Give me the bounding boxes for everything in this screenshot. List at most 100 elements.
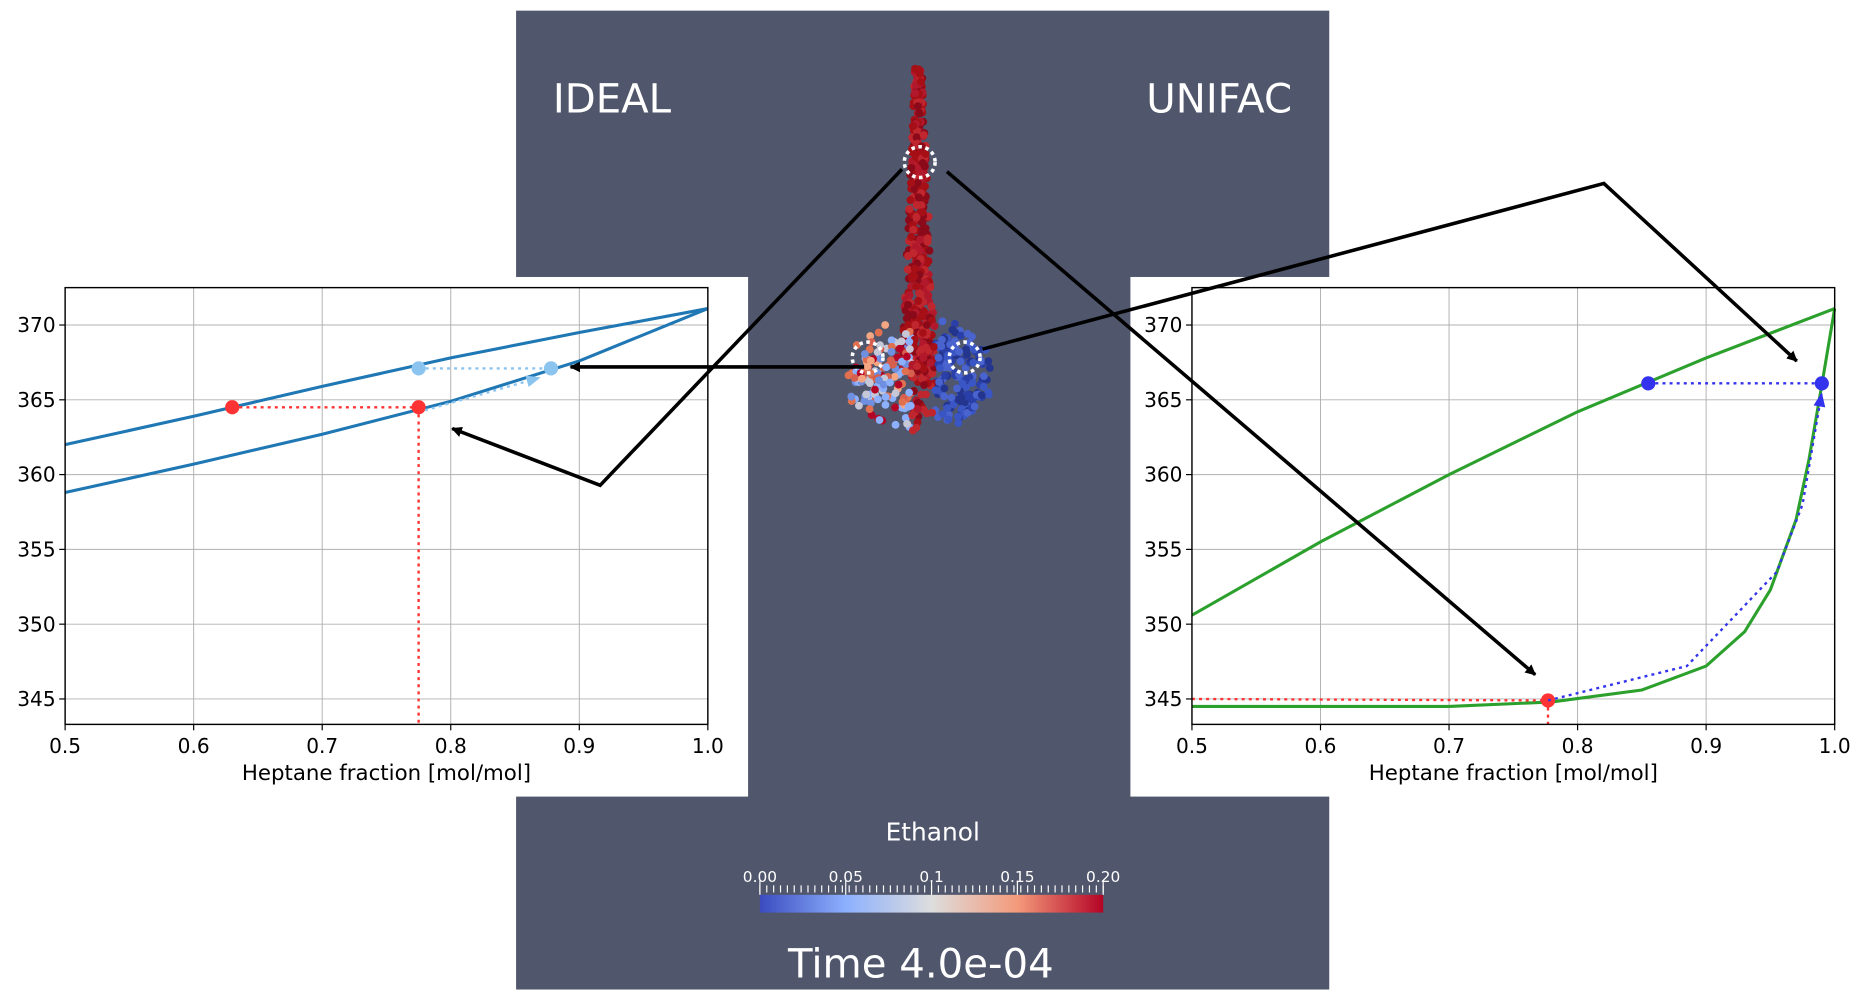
y-tick-label: 370 — [17, 313, 55, 337]
particle — [971, 402, 979, 410]
particle — [911, 321, 919, 329]
marker — [1815, 376, 1829, 390]
particle — [918, 208, 926, 216]
particle — [931, 322, 939, 330]
x-axis-label: Heptane fraction [mol/mol] — [1369, 761, 1658, 786]
particle — [888, 348, 896, 356]
particle — [905, 403, 913, 411]
particle — [905, 291, 913, 299]
particle — [882, 393, 890, 401]
particle — [948, 394, 956, 402]
colorbar-tick-label: 0.15 — [1000, 868, 1034, 886]
particle — [921, 182, 929, 190]
chart-panel — [0, 277, 748, 797]
particle — [941, 384, 949, 392]
particle — [904, 321, 912, 329]
particle — [858, 375, 866, 383]
particle — [941, 372, 949, 380]
particle — [903, 420, 911, 428]
particle — [875, 376, 883, 384]
x-tick-label: 0.9 — [563, 734, 595, 758]
particle — [862, 391, 870, 399]
particle — [928, 303, 936, 311]
figure: IDEAL UNIFAC Ethanol Time 4.0e-04 0.000.… — [0, 0, 1856, 990]
particle — [906, 345, 914, 353]
colorbar-bar — [760, 895, 1103, 913]
particle — [939, 410, 947, 418]
particle — [918, 391, 926, 399]
particle — [932, 386, 940, 394]
particle — [978, 391, 986, 399]
x-axis-label: Heptane fraction [mol/mol] — [242, 761, 531, 786]
particle — [918, 346, 926, 354]
particle — [913, 362, 921, 370]
marker — [544, 361, 558, 375]
particle — [871, 386, 879, 394]
particle — [902, 330, 910, 338]
particle — [915, 193, 923, 201]
particle — [921, 278, 929, 286]
x-tick-label: 0.5 — [49, 734, 81, 758]
y-tick-label: 345 — [17, 687, 55, 711]
particle — [905, 389, 913, 397]
particle — [911, 89, 919, 97]
particle — [959, 380, 967, 388]
particle — [925, 247, 933, 255]
particle — [912, 424, 920, 432]
x-tick-label: 0.7 — [1433, 734, 1465, 758]
particle — [923, 409, 931, 417]
particle — [909, 226, 917, 234]
particle — [904, 301, 912, 309]
particle — [954, 413, 962, 421]
particle — [905, 205, 913, 213]
particle — [899, 398, 907, 406]
particle — [923, 321, 931, 329]
particle — [875, 329, 883, 337]
particle — [919, 159, 927, 167]
particle — [907, 179, 915, 187]
colorbar-tick-label: 0.05 — [829, 868, 863, 886]
particle — [881, 321, 889, 329]
y-tick-label: 355 — [17, 537, 55, 561]
particle — [936, 364, 944, 372]
y-tick-label: 350 — [1144, 612, 1182, 636]
particle — [957, 358, 965, 366]
particle — [910, 273, 918, 281]
particle — [882, 363, 890, 371]
y-tick-label: 360 — [1144, 463, 1182, 487]
particle — [867, 357, 875, 365]
y-tick-label: 360 — [17, 463, 55, 487]
x-tick-label: 0.8 — [1562, 734, 1594, 758]
y-tick-label: 365 — [1144, 388, 1182, 412]
particle — [935, 378, 943, 386]
y-tick-label: 345 — [1144, 687, 1182, 711]
particle — [920, 131, 928, 139]
x-tick-label: 1.0 — [692, 734, 724, 758]
marker — [225, 400, 239, 414]
right-label: UNIFAC — [1146, 76, 1292, 122]
particle — [986, 364, 994, 372]
particle — [912, 282, 920, 290]
particle — [904, 252, 912, 260]
particle — [886, 379, 894, 387]
particle — [891, 404, 899, 412]
particle — [939, 317, 947, 325]
particle — [940, 392, 948, 400]
particle — [964, 330, 972, 338]
particle — [980, 372, 988, 380]
x-tick-label: 0.8 — [435, 734, 467, 758]
particle — [917, 201, 925, 209]
particle — [892, 389, 900, 397]
particle — [957, 332, 965, 340]
left-label: IDEAL — [553, 76, 672, 122]
particle — [911, 265, 919, 273]
particle — [914, 297, 922, 305]
particle — [920, 381, 928, 389]
particle — [874, 396, 882, 404]
particle — [916, 70, 924, 78]
particle — [855, 402, 863, 410]
particle — [927, 359, 935, 367]
x-tick-label: 0.6 — [1305, 734, 1337, 758]
particle — [889, 361, 897, 369]
chart-panel — [1130, 277, 1856, 797]
